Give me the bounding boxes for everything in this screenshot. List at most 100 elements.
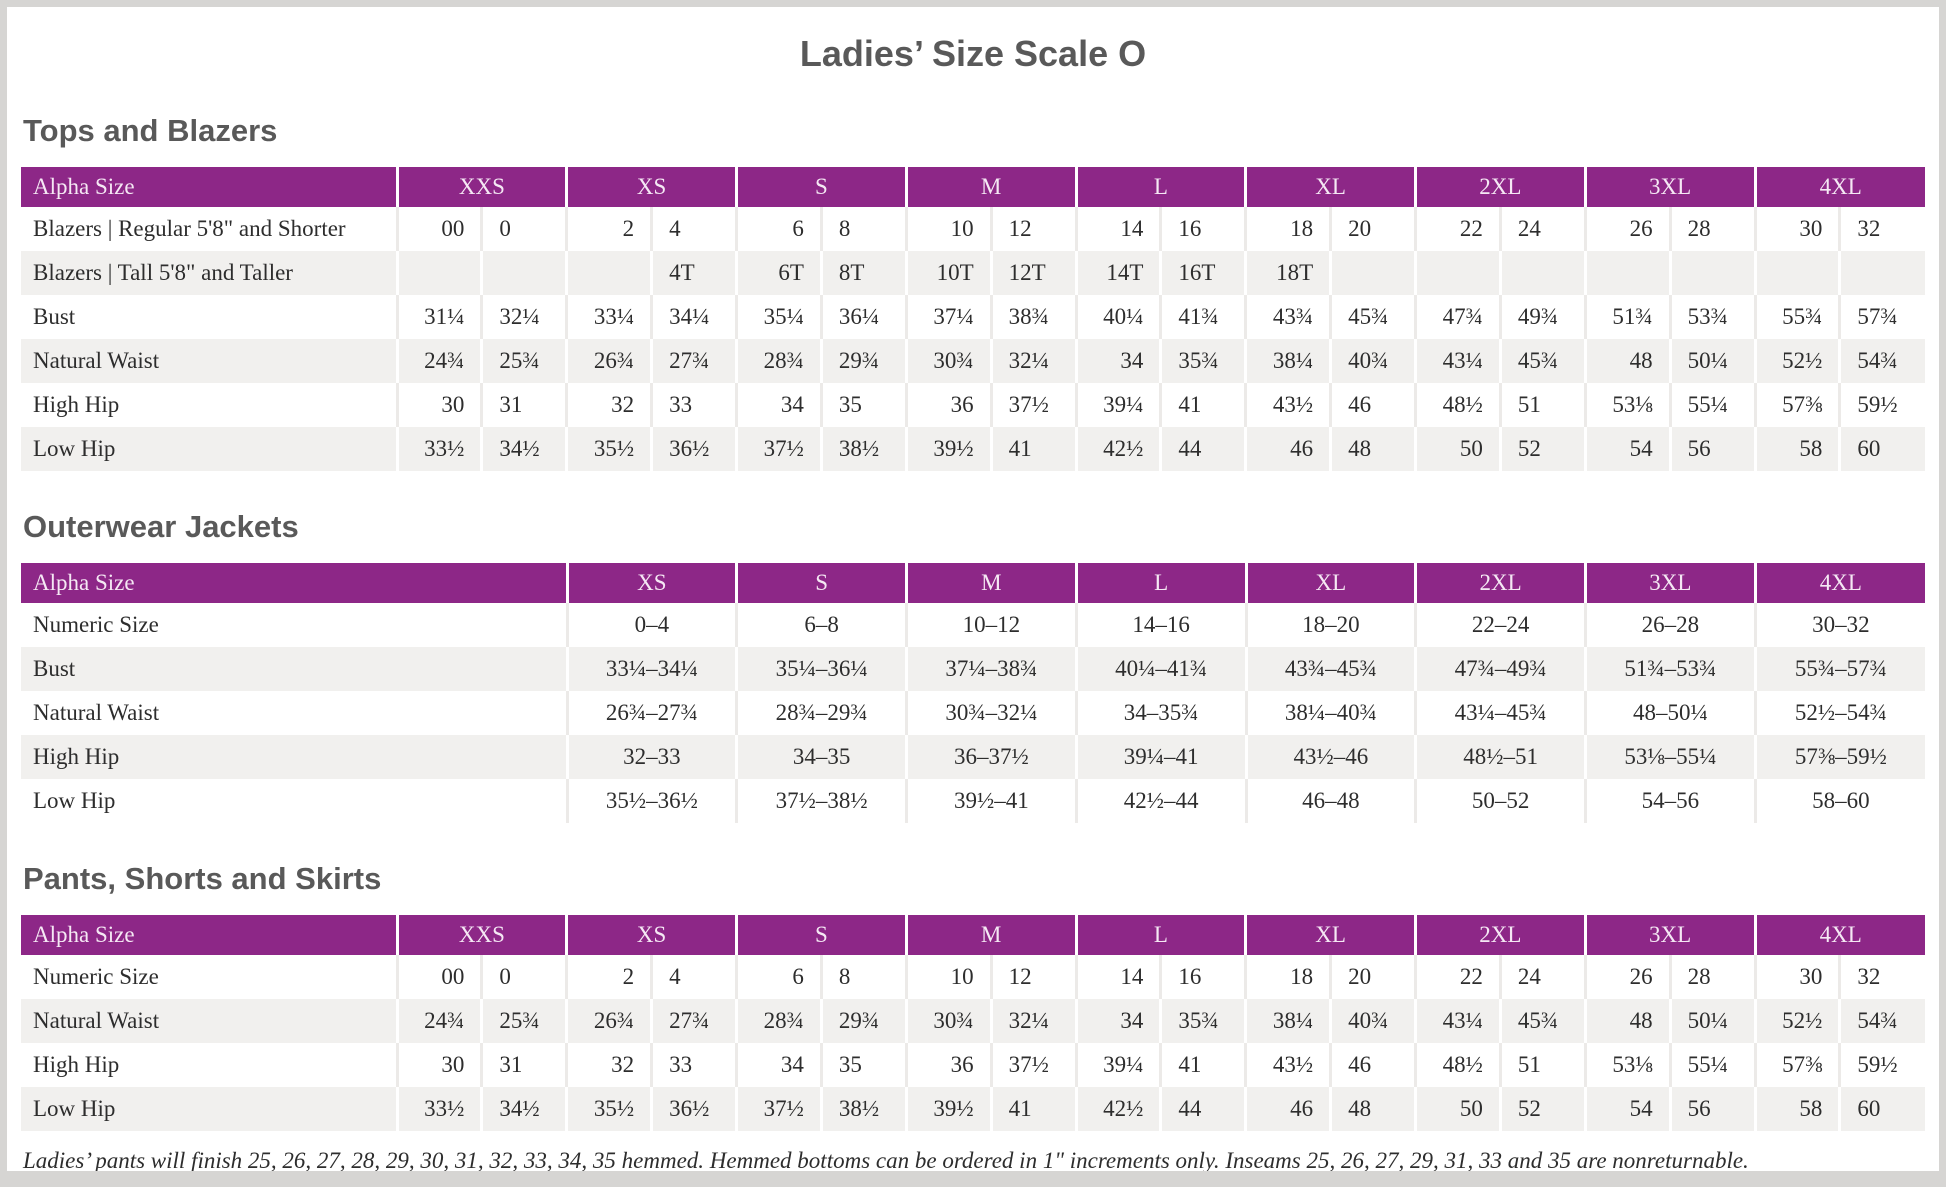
size-column-header: L (1074, 167, 1246, 207)
size-value-cell: 35¼ (735, 295, 822, 339)
table-row: Natural Waist 24¾ 25¾ 26¾ 27¾ 28¾ 29¾ 30¾ 32¼ 34 3… (21, 339, 1925, 383)
size-value-cell: 48½ (1414, 1043, 1501, 1087)
size-value-cell: 22 (1414, 207, 1501, 251)
table-row: Bust 33¼–34¼ 35¼–36¼ 37¼–38¾ 40¼–41¾ 43¾–45¾ 4… (21, 647, 1925, 691)
size-value-cell: 36½ (650, 427, 737, 471)
size-value-cell: 43¾–45¾ (1244, 647, 1416, 691)
row-label: Blazers | Tall 5'8" and Taller (33, 260, 293, 285)
size-value-cell: 35½–36½ (565, 779, 737, 823)
size-value-cell: 37½ (989, 1043, 1076, 1087)
size-value-cell: 33 (650, 1043, 737, 1087)
size-value-cell: 8T (819, 251, 907, 295)
size-value-cell: 6T (735, 251, 822, 295)
size-value-cell: 47¾–49¾ (1414, 647, 1586, 691)
size-value-cell: 56 (1668, 1087, 1755, 1131)
size-value-cell: 39½ (904, 1087, 992, 1131)
size-value-cell: 00 (395, 955, 482, 999)
size-value-cell: 33¼–34¼ (565, 647, 737, 691)
size-value-cell: 33½ (395, 427, 482, 471)
size-value-cell (1498, 251, 1586, 295)
table-row: High Hip 30 31 32 33 34 35 36 37½ 39¼ 41 43½ 46 48½ 51… (21, 383, 1925, 427)
size-value-cell: 43¼ (1414, 339, 1501, 383)
size-value-cell: 34–35 (735, 735, 907, 779)
size-value-cell: 44 (1159, 427, 1246, 471)
size-value-cell: 60 (1838, 427, 1925, 471)
size-value-cell (1668, 251, 1755, 295)
size-value-cell: 28 (1668, 955, 1755, 999)
size-column-header: XS (565, 167, 737, 207)
table-row: High Hip 30 31 32 33 34 35 36 37½ 39¼ 41 43½ 46 48½ 51… (21, 1043, 1925, 1087)
size-value-cell: 41¾ (1159, 295, 1246, 339)
size-value-cell: 14T (1074, 251, 1161, 295)
size-value-cell: 54–56 (1584, 779, 1756, 823)
size-value-cell: 36 (904, 1043, 992, 1087)
size-value-cell: 30 (1753, 207, 1840, 251)
size-value-cell: 26 (1583, 207, 1671, 251)
size-value-cell: 8 (819, 955, 907, 999)
size-value-cell: 00 (395, 207, 482, 251)
size-value-cell: 51 (1498, 1043, 1586, 1087)
size-value-cell: 22 (1414, 955, 1501, 999)
size-value-cell: 35¾ (1159, 339, 1246, 383)
size-value-cell: 42½–44 (1074, 779, 1246, 823)
size-column-header: 3XL (1583, 915, 1755, 955)
size-column-header: XL (1244, 563, 1416, 603)
size-value-cell: 32 (565, 383, 652, 427)
row-label: Low Hip (33, 436, 116, 461)
size-value-cell: 47¾ (1414, 295, 1501, 339)
size-value-cell: 34 (1074, 999, 1161, 1043)
size-value-cell: 54¾ (1838, 339, 1925, 383)
size-value-cell: 55¼ (1668, 383, 1755, 427)
size-column-header: L (1074, 563, 1246, 603)
size-value-cell: 39¼ (1074, 383, 1161, 427)
size-value-cell: 45¾ (1329, 295, 1416, 339)
size-value-cell: 32¼ (480, 295, 567, 339)
size-value-cell: 35½ (565, 427, 652, 471)
size-column-header: 2XL (1414, 563, 1586, 603)
row-label: Blazers | Regular 5'8" and Shorter (33, 216, 346, 241)
size-value-cell: 34¼ (650, 295, 737, 339)
size-value-cell: 26 (1583, 955, 1671, 999)
size-value-cell: 25¾ (480, 339, 567, 383)
table-row: Numeric Size 00 0 2 4 6 8 10 12 14 16 18 20 22 24 26 28 3… (21, 955, 1925, 999)
size-value-cell: 48 (1583, 999, 1671, 1043)
size-value-cell: 55¾–57¾ (1753, 647, 1925, 691)
size-value-cell: 28¾–29¾ (735, 691, 907, 735)
size-value-cell: 32 (1838, 207, 1925, 251)
size-value-cell: 48½ (1414, 383, 1501, 427)
size-value-cell: 40¾ (1329, 999, 1416, 1043)
size-value-cell: 52 (1498, 427, 1586, 471)
size-value-cell: 34 (735, 1043, 822, 1087)
size-value-cell: 46 (1329, 1043, 1416, 1087)
size-value-cell: 24 (1498, 955, 1586, 999)
corner-header-alpha-size: Alpha Size (21, 563, 567, 603)
size-column-header: XS (565, 563, 737, 603)
size-value-cell: 31 (480, 1043, 567, 1087)
size-column-header: 4XL (1753, 563, 1925, 603)
size-value-cell: 4 (650, 207, 737, 251)
size-value-cell: 38¾ (989, 295, 1076, 339)
size-value-cell: 53¾ (1668, 295, 1755, 339)
size-value-cell: 37½ (735, 1087, 822, 1131)
size-value-cell: 25¾ (480, 999, 567, 1043)
size-value-cell: 32–33 (565, 735, 737, 779)
size-column-header: M (904, 167, 1076, 207)
size-value-cell: 42½ (1074, 1087, 1161, 1131)
size-value-cell: 55¾ (1753, 295, 1840, 339)
size-value-cell: 36¼ (819, 295, 907, 339)
size-value-cell: 58 (1753, 1087, 1840, 1131)
size-value-cell: 27¾ (650, 999, 737, 1043)
size-value-cell: 29¾ (819, 999, 907, 1043)
page-title: Ladies’ Size Scale O (799, 33, 1147, 74)
size-value-cell: 24¾ (395, 999, 482, 1043)
size-value-cell: 43¼–45¾ (1414, 691, 1586, 735)
size-column-header: M (905, 563, 1077, 603)
corner-header-alpha-size: Alpha Size (21, 915, 397, 955)
size-value-cell: 18–20 (1244, 603, 1416, 647)
size-column-header: XL (1244, 915, 1416, 955)
table-row: Bust 31¼ 32¼ 33¼ 34¼ 35¼ 36¼ 37¼ 38¾ 40¼ 41¾ 43¾ 45¾… (21, 295, 1925, 339)
size-value-cell: 39¼ (1074, 1043, 1161, 1087)
size-value-cell: 57⅜ (1753, 383, 1840, 427)
size-value-cell: 38¼ (1244, 339, 1331, 383)
